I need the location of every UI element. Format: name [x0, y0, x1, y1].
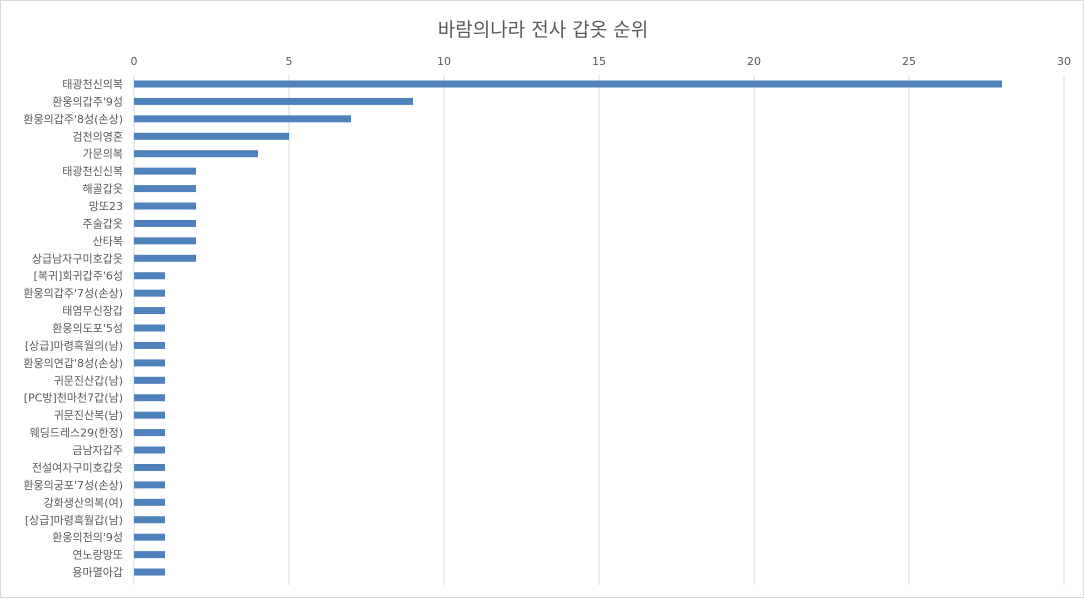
category-label: 산타복 — [93, 235, 123, 248]
category-label: [상급]마령흑월의(남) — [25, 338, 123, 352]
x-axis-ticks: 0 5 10 15 20 25 30 — [131, 55, 1072, 68]
category-label: 전설여자구미호갑옷 — [32, 461, 123, 474]
category-label: 환웅의연갑'8성(손상) — [23, 357, 123, 370]
bar — [134, 394, 165, 402]
category-label: 웨딩드레스29(한정) — [30, 427, 123, 440]
chart-title: 바람의나라 전사 갑옷 순위 — [437, 19, 649, 41]
bar — [134, 237, 196, 245]
bar — [134, 324, 165, 332]
gridlines — [133, 75, 1065, 585]
bar — [134, 202, 196, 210]
category-label: 가문의복 — [83, 148, 123, 161]
category-label: 상급남자구미호갑옷 — [32, 252, 123, 265]
bar — [134, 80, 1002, 88]
category-label: 강화생산의복(여) — [44, 496, 123, 509]
bar — [134, 516, 165, 524]
x-tick-label: 25 — [902, 55, 916, 68]
bar — [134, 498, 165, 506]
bar — [134, 272, 165, 280]
bar — [134, 219, 196, 227]
category-label: [복귀]회귀갑주'6성 — [34, 270, 123, 283]
category-label: 환웅의궁포'7성(손상) — [23, 479, 123, 492]
category-label: 금남자갑주 — [72, 444, 123, 457]
bar — [134, 533, 165, 541]
bar — [134, 551, 165, 559]
x-tick-label: 10 — [437, 55, 451, 68]
x-tick-label: 30 — [1057, 55, 1071, 68]
category-label: 주술갑옷 — [83, 217, 123, 230]
bar — [134, 429, 165, 437]
bar — [134, 115, 351, 123]
category-label: 태광천신신복 — [62, 164, 123, 178]
bar — [134, 341, 165, 349]
bar — [134, 359, 165, 367]
category-label: 귀문진산복(남) — [54, 409, 123, 422]
x-tick-label: 5 — [286, 55, 293, 68]
bar — [134, 97, 413, 105]
category-label: [PC방]천마천7갑(남) — [24, 391, 123, 405]
bars — [134, 80, 1002, 576]
bar — [134, 446, 165, 454]
bar — [134, 481, 165, 489]
category-label: 태염무신장갑 — [62, 305, 123, 318]
category-label: 환웅의갑주'7성(손상) — [23, 287, 123, 300]
category-label: 검천의영혼 — [72, 129, 123, 143]
category-label: [상급]마령흑월갑(남) — [25, 513, 123, 527]
bar — [134, 376, 165, 384]
category-label: 환웅의갑주'9성 — [52, 95, 123, 108]
category-label: 환웅의갑주'8성(손상) — [23, 113, 123, 126]
category-label: 환웅의천의'9성 — [52, 530, 123, 544]
bar — [134, 289, 165, 297]
category-label: 환웅의도포'5성 — [52, 322, 123, 335]
bar — [134, 185, 196, 193]
bar — [134, 254, 196, 262]
category-label: 용마멸아갑 — [72, 566, 123, 579]
x-tick-label: 15 — [592, 55, 606, 68]
bar — [134, 167, 196, 175]
bar — [134, 307, 165, 315]
bar — [134, 568, 165, 576]
category-label: 연노랑망또 — [72, 549, 123, 562]
category-label: 망또23 — [89, 200, 123, 213]
category-label: 태광천신의복 — [62, 77, 123, 91]
x-tick-label: 0 — [131, 55, 138, 68]
x-tick-label: 20 — [747, 55, 761, 68]
category-label: 귀문진산갑(남) — [54, 374, 123, 387]
bar — [134, 132, 289, 140]
bar — [134, 411, 165, 419]
category-label: 해골갑옷 — [83, 182, 123, 196]
bar — [134, 150, 258, 158]
bar — [134, 463, 165, 471]
